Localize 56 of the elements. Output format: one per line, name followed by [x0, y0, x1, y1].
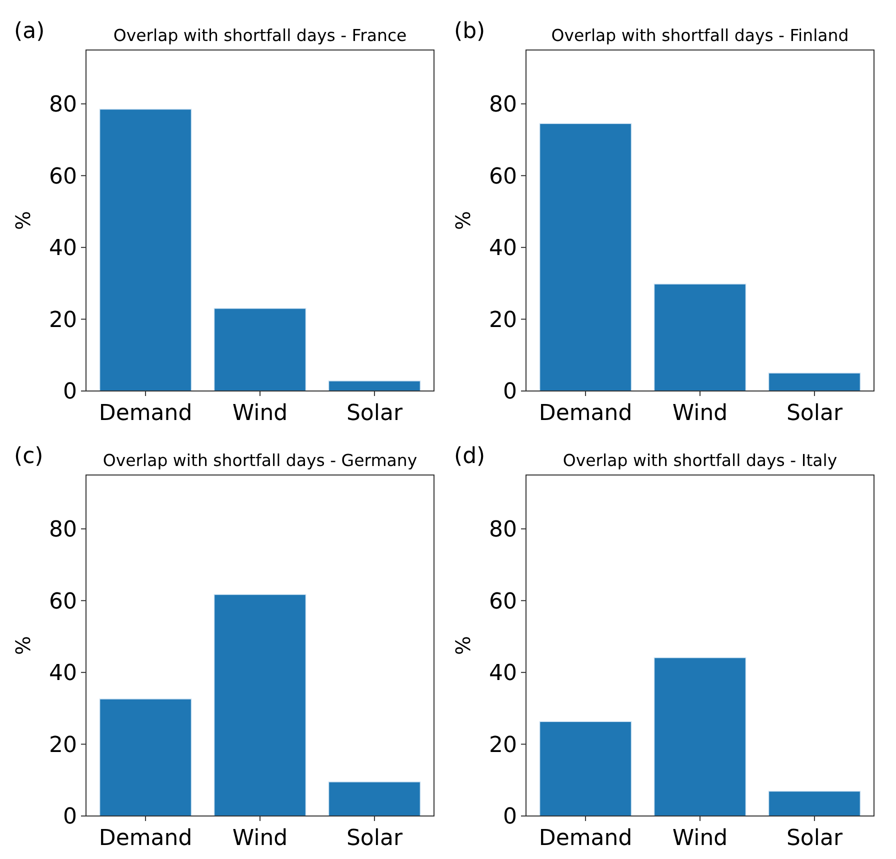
text: (d) — [454, 444, 486, 469]
bar — [654, 657, 746, 816]
y-tick-label: 20 — [49, 308, 77, 333]
bar — [768, 790, 861, 816]
bar — [328, 380, 421, 392]
chart-title: Overlap with shortfall days - Germany — [102, 451, 418, 470]
y-tick-label: 0 — [63, 380, 77, 405]
y-tick-label: 80 — [489, 92, 517, 118]
y-axis-title: % — [11, 210, 35, 230]
text: (c) — [14, 444, 44, 469]
x-tick-label: Wind — [672, 401, 728, 426]
y-tick-label: 20 — [489, 732, 517, 758]
bar — [214, 594, 306, 816]
x-tick-label: Wind — [672, 826, 728, 851]
y-tick-label: 0 — [63, 804, 77, 830]
chart-title: Overlap with shortfall days - Italy — [562, 451, 838, 470]
x-tick-label: Wind — [232, 401, 288, 426]
text: (b) — [454, 19, 486, 44]
y-tick-label: 40 — [489, 661, 517, 686]
bar — [328, 782, 421, 816]
bar — [654, 284, 746, 392]
x-tick-label: Solar — [346, 401, 404, 426]
bar — [214, 308, 306, 392]
y-tick-label: 20 — [489, 308, 517, 333]
chart-title: Overlap with shortfall days - Finland — [551, 26, 849, 45]
bar — [539, 721, 632, 816]
y-tick-label: 60 — [49, 589, 77, 614]
bar — [99, 108, 192, 392]
chart-title: Overlap with shortfall days - France — [113, 26, 407, 45]
x-tick-label: Demand — [538, 826, 632, 851]
y-tick-label: 60 — [489, 589, 517, 614]
y-tick-label: 80 — [49, 92, 77, 118]
y-tick-label: 20 — [49, 732, 77, 758]
y-tick-label: 40 — [489, 236, 517, 262]
x-tick-label: Solar — [786, 826, 844, 851]
x-tick-label: Demand — [98, 401, 192, 426]
y-tick-label: 80 — [49, 518, 77, 543]
bar — [539, 123, 632, 392]
y-tick-label: 40 — [49, 661, 77, 686]
x-tick-label: Solar — [346, 826, 404, 851]
x-tick-label: Wind — [232, 826, 288, 851]
y-tick-label: 0 — [503, 804, 517, 830]
y-tick-label: 40 — [49, 236, 77, 262]
text: (a) — [14, 19, 45, 44]
y-axis-title: % — [11, 636, 35, 656]
y-tick-label: 60 — [489, 164, 517, 190]
y-axis-title: % — [451, 210, 475, 230]
x-tick-label: Solar — [786, 401, 844, 426]
y-tick-label: 60 — [49, 164, 77, 190]
y-tick-label: 80 — [489, 518, 517, 543]
y-tick-label: 0 — [503, 380, 517, 405]
y-axis-title: % — [451, 636, 475, 656]
bar — [99, 698, 192, 816]
bar — [768, 372, 861, 392]
x-tick-label: Demand — [98, 826, 192, 851]
x-tick-label: Demand — [538, 401, 632, 426]
